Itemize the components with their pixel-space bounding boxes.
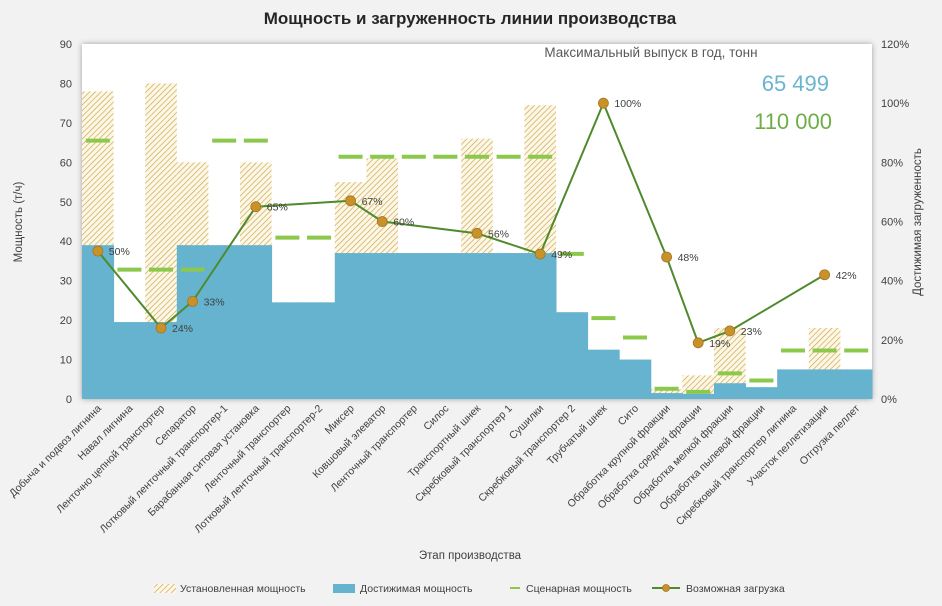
x-axis-title: Этап производства	[419, 550, 522, 562]
y-tick-label: 50	[60, 197, 72, 209]
legend-label-scenario: Сценарная мощность	[526, 583, 632, 595]
x-category-label-18: Сито	[616, 403, 642, 429]
achievable-bar-25	[840, 369, 873, 399]
y-tick-label: 90	[60, 39, 72, 51]
load-point-15	[534, 248, 546, 260]
annotation-value-1: 65 499	[762, 71, 829, 96]
achievable-bar-5	[208, 245, 241, 399]
load-point-3	[155, 322, 167, 334]
load-label-13: 56%	[488, 228, 509, 240]
load-label-3: 24%	[172, 323, 193, 335]
achievable-bar-17	[587, 349, 620, 399]
achievable-bar-20	[682, 393, 715, 399]
annotation-value-2: 110 000	[754, 109, 832, 134]
load-label-15: 49%	[551, 249, 572, 261]
y-axis-title: Мощность (т/ч)	[13, 182, 25, 263]
achievable-bar-13	[461, 253, 494, 399]
x-category-label-25: Отгрузка пеллет	[797, 403, 862, 468]
legend-label-load: Возможная загрузка	[686, 583, 785, 595]
load-point-21	[724, 325, 736, 337]
achievable-bar-15	[524, 253, 557, 399]
y2-tick-label: 120%	[881, 39, 909, 51]
achievable-bar-16	[556, 312, 589, 399]
load-point-19	[661, 251, 672, 263]
load-point-6	[250, 201, 262, 213]
y-tick-label: 40	[60, 236, 72, 248]
achievable-bar-19	[650, 393, 683, 399]
load-point-9	[345, 195, 357, 207]
achievable-bar-14	[492, 253, 525, 399]
load-label-21: 23%	[741, 326, 762, 338]
y2-tick-label: 60%	[881, 217, 903, 229]
legend-item-installed[interactable]: Установленная мощность	[154, 583, 306, 595]
chart-title: Мощность и загруженность линии производс…	[264, 9, 677, 28]
y-tick-label: 20	[60, 315, 72, 327]
y-tick-label: 80	[60, 78, 72, 90]
load-point-13	[471, 227, 483, 239]
legend-label-achievable: Достижимая мощность	[360, 583, 473, 595]
legend: Установленная мощность Достижимая мощнос…	[154, 583, 785, 595]
y-tick-label: 30	[60, 276, 72, 288]
load-label-9: 67%	[362, 196, 383, 208]
y-tick-label: 60	[60, 157, 72, 169]
annotation-title: Максимальный выпуск в год, тонн	[544, 45, 757, 60]
load-point-4	[187, 295, 199, 307]
legend-label-installed: Установленная мощность	[180, 583, 306, 595]
load-label-20: 19%	[709, 338, 730, 350]
y2-tick-label: 40%	[881, 276, 903, 288]
x-category-label-12: Силос	[421, 403, 451, 433]
achievable-bar-18	[619, 359, 652, 399]
achievable-bar-24	[808, 369, 841, 399]
y-tick-label: 70	[60, 118, 72, 130]
achievable-bar-11	[398, 253, 431, 399]
load-label-1: 50%	[109, 246, 130, 258]
load-point-20	[692, 337, 704, 349]
achievable-bar-7	[271, 302, 304, 399]
achievable-bar-23	[777, 369, 810, 399]
achievable-bar-9	[334, 253, 367, 399]
load-label-24: 42%	[836, 270, 857, 282]
achievable-bar-3	[145, 322, 178, 399]
achievable-bar-12	[429, 253, 462, 399]
y2-axis: 0% 20% 40% 60% 80% 100% 120%	[881, 39, 909, 406]
load-point-17	[598, 97, 609, 109]
load-point-10	[376, 216, 388, 227]
achievable-bar-1	[82, 245, 115, 399]
y2-tick-label: 0%	[881, 394, 897, 406]
legend-item-achievable[interactable]: Достижимая мощность	[333, 583, 473, 595]
y-axis: 0 10 20 30 40 50 60 70 80 90	[60, 39, 72, 406]
achievable-bar-6	[240, 245, 273, 399]
achievable-bar-21	[714, 383, 747, 399]
legend-item-load[interactable]: Возможная загрузка	[652, 583, 785, 595]
load-label-19: 48%	[678, 252, 699, 264]
legend-item-scenario[interactable]: Сценарная мощность	[510, 583, 632, 595]
point-labels: 50% 24% 33% 65% 67% 60% 56% 49% 100% 48% 19% 23% 42%	[109, 98, 857, 350]
y2-axis-title: Достижимая загруженность	[912, 148, 924, 296]
scenario-capacity-marks	[85, 138, 869, 394]
load-point-24	[819, 269, 830, 281]
achievable-bar-10	[366, 253, 399, 399]
load-label-10: 60%	[393, 217, 414, 229]
achievable-bar-8	[303, 302, 336, 399]
possible-load-line	[92, 97, 830, 349]
load-point-1	[92, 245, 104, 257]
load-label-4: 33%	[204, 296, 225, 308]
load-label-17: 100%	[614, 98, 641, 110]
y-tick-label: 10	[60, 355, 72, 367]
y-tick-label: 0	[66, 394, 72, 406]
y2-tick-label: 20%	[881, 335, 903, 347]
achievable-bar-22	[745, 387, 778, 399]
y2-tick-label: 80%	[881, 157, 903, 169]
x-category-label-17: Трубчатый шнек	[545, 402, 610, 467]
achievable-bar-2	[113, 322, 146, 399]
x-category-label-2: Навал лигнина	[75, 403, 135, 463]
y2-tick-label: 100%	[881, 98, 909, 110]
load-label-6: 65%	[267, 202, 288, 214]
